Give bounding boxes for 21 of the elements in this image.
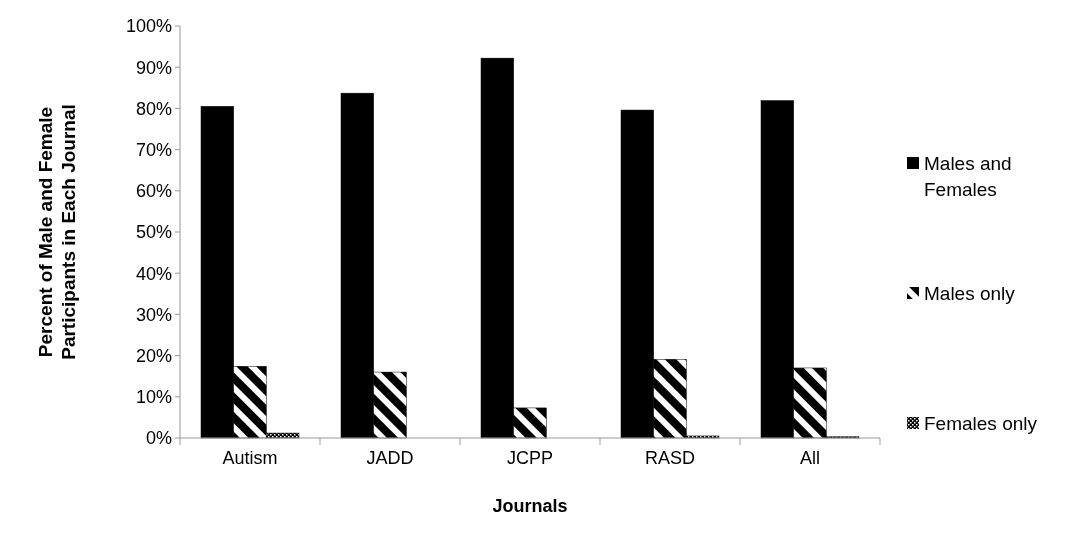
x-tick-label: RASD	[644, 448, 696, 468]
y-tick-label: 100%	[125, 16, 172, 37]
y-tick-label: 0%	[145, 428, 172, 449]
y-tick-label: 70%	[135, 139, 172, 160]
y-tick-label: 10%	[135, 387, 172, 408]
legend-label: Females only	[924, 412, 1038, 434]
y-tick-label: 40%	[135, 263, 172, 284]
x-axis-title: Journals	[492, 496, 568, 516]
y-axis-title: Percent of Male and Female Participants in Each Journal	[35, 104, 79, 360]
x-tick-label: JADD	[366, 448, 414, 468]
y-tick-label: 50%	[135, 222, 172, 243]
y-tick-label: 20%	[135, 345, 172, 366]
y-tick-label: 30%	[135, 304, 172, 325]
y-tick-label: 60%	[135, 181, 172, 202]
y-tick-label: 80%	[135, 98, 172, 119]
y-tick-label: 90%	[135, 57, 172, 78]
legend-label: Males and Females	[924, 152, 1012, 200]
legend-label: Males only	[924, 282, 1016, 304]
x-tick-label: JCPP	[506, 448, 554, 468]
x-tick-label: Autism	[222, 448, 278, 468]
x-tick-label: All	[799, 448, 821, 468]
